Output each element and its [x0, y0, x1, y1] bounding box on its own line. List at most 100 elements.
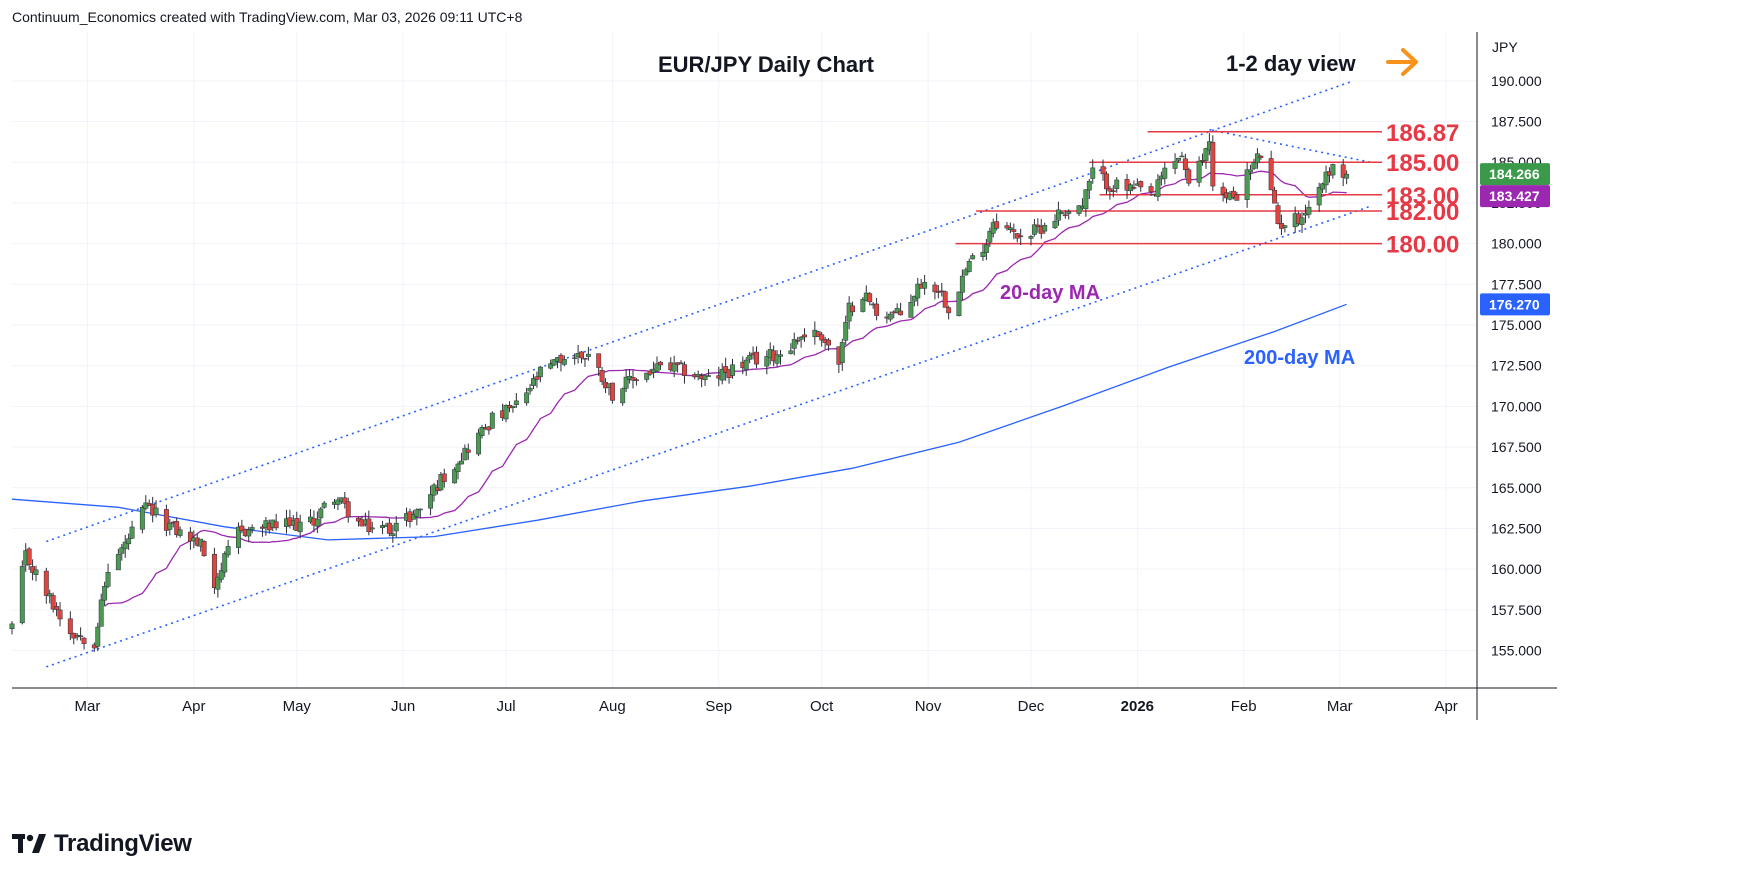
y-tick-label: 175.000	[1491, 317, 1542, 333]
candle-body	[946, 307, 952, 314]
candle-body	[119, 547, 125, 554]
candle-body	[47, 593, 53, 597]
candle-body	[1162, 167, 1168, 179]
price-badge: 184.266	[1480, 163, 1550, 186]
candle	[620, 387, 626, 406]
candle	[894, 303, 900, 314]
candle-body	[50, 595, 56, 610]
candle-body	[115, 553, 121, 571]
candle	[788, 343, 794, 355]
candle-body	[644, 372, 650, 380]
candle	[534, 371, 540, 388]
candle	[874, 297, 880, 321]
candle	[297, 514, 303, 539]
candle	[476, 428, 482, 457]
candle	[644, 372, 650, 383]
candle	[1059, 211, 1065, 215]
candle	[558, 353, 564, 372]
candle	[774, 350, 780, 368]
candle-body	[609, 382, 615, 401]
candle-body	[479, 427, 485, 436]
candle	[963, 267, 969, 276]
candle-body	[582, 357, 588, 360]
y-tick-label: 157.500	[1491, 602, 1542, 618]
candle	[1251, 158, 1257, 171]
candle-body	[126, 538, 132, 545]
candle	[163, 504, 169, 537]
candle-body	[222, 553, 228, 573]
candle-body	[239, 525, 245, 531]
candle	[366, 510, 372, 536]
candle	[1042, 222, 1048, 234]
candle	[1340, 158, 1346, 187]
price-badge-text: 176.270	[1489, 296, 1540, 312]
candle	[428, 485, 434, 516]
candle-body	[548, 363, 554, 369]
candle-body	[139, 506, 145, 530]
candle-body	[915, 283, 921, 299]
candle	[1210, 135, 1216, 192]
candle-body	[345, 501, 351, 518]
candle	[122, 534, 128, 558]
candle	[1110, 185, 1116, 198]
candle	[599, 366, 605, 386]
candle-body	[1251, 162, 1257, 169]
tradingview-brand[interactable]: TradingView	[12, 830, 192, 858]
candle	[1172, 153, 1178, 175]
candle-body	[1100, 166, 1106, 175]
y-tick-label: 170.000	[1491, 398, 1542, 414]
candle-body	[297, 521, 303, 533]
candle-body	[874, 303, 880, 316]
candle-body	[1272, 189, 1278, 204]
candle-body	[211, 553, 217, 588]
channel-lower-line	[46, 205, 1371, 668]
candle-body	[1340, 164, 1346, 178]
candle	[1052, 214, 1058, 229]
candle	[1320, 182, 1326, 194]
candle-body	[54, 606, 60, 610]
candle-body	[850, 305, 856, 313]
candle-body	[1323, 171, 1329, 186]
candle	[1062, 209, 1068, 219]
candle-body	[843, 321, 849, 341]
sma20-layer	[104, 170, 1347, 607]
candle-body	[534, 376, 540, 380]
candle	[458, 452, 464, 465]
candle	[167, 518, 173, 536]
candle	[342, 492, 348, 509]
candle	[987, 227, 993, 248]
candle	[43, 567, 49, 604]
candle	[67, 611, 73, 641]
candle-body	[1299, 217, 1305, 225]
candle	[105, 563, 111, 589]
candle-body	[314, 518, 320, 527]
candle	[802, 328, 807, 342]
candle-body	[826, 339, 832, 346]
candle	[393, 516, 399, 538]
candle-body	[102, 586, 108, 601]
candle	[174, 517, 180, 538]
chart-header: Continuum_Economics created with Trading…	[12, 9, 523, 25]
candle-body	[1306, 206, 1312, 215]
candle-body	[513, 400, 519, 405]
candle	[898, 302, 904, 316]
candle-body	[167, 522, 173, 530]
candle-body	[788, 350, 794, 354]
candle-body	[174, 521, 180, 535]
candle-body	[95, 626, 101, 647]
candle-body	[1110, 190, 1116, 193]
candle	[1344, 170, 1350, 185]
candle-body	[898, 310, 904, 316]
candle-body	[163, 509, 169, 531]
candle	[1275, 202, 1281, 225]
candle-body	[1258, 155, 1264, 159]
brand-name: TradingView	[54, 830, 192, 857]
candle	[215, 572, 221, 598]
y-tick-label: 172.500	[1491, 358, 1542, 374]
candle-body	[1316, 187, 1322, 206]
candle	[1186, 167, 1192, 187]
candle	[1104, 171, 1109, 195]
candle	[915, 277, 921, 307]
resistance-trendline	[1209, 128, 1371, 164]
